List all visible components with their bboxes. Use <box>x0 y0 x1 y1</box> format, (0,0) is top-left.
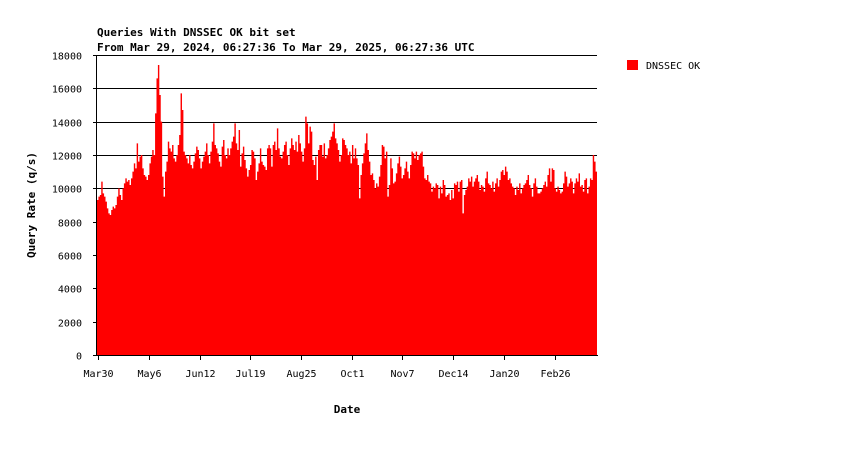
x-tick-label: Jan20 <box>489 369 519 380</box>
x-tick-label: Aug25 <box>286 369 316 380</box>
x-tick-label: Nov7 <box>390 369 414 380</box>
chart-title: Queries With DNSSEC OK bit set <box>97 26 296 39</box>
y-tick-label: 16000 <box>52 85 82 96</box>
series-area-dnssec-ok <box>97 65 597 355</box>
y-tick-label: 2000 <box>58 319 82 330</box>
y-tick-label: 4000 <box>58 285 82 296</box>
x-tick-label: Jun12 <box>185 369 215 380</box>
y-tick-label: 12000 <box>52 152 82 163</box>
y-tick-label: 0 <box>76 352 82 363</box>
y-axis: 0 2000 4000 6000 8000 10000 12000 14000 16000 180… <box>52 52 97 363</box>
legend: DNSSEC OK <box>627 60 700 72</box>
x-tick-label: Mar30 <box>83 369 113 380</box>
chart-subtitle: From Mar 29, 2024, 06:27:36 To Mar 29, 2… <box>97 41 475 54</box>
y-tick-label: 8000 <box>58 219 82 230</box>
x-axis-label: Date <box>334 403 361 416</box>
x-tick-label: Oct1 <box>340 369 364 380</box>
x-tick-label: May6 <box>137 369 161 380</box>
legend-label-dnssec-ok: DNSSEC OK <box>646 61 700 72</box>
y-axis-label: Query Rate (q/s) <box>25 152 38 258</box>
x-tick-label: Jul19 <box>235 369 265 380</box>
y-tick-label: 14000 <box>52 119 82 130</box>
x-axis: Mar30 May6 Jun12 Jul19 Aug25 Oct1 Nov7 Dec14 Jan… <box>83 355 571 380</box>
y-tick-label: 6000 <box>58 252 82 263</box>
x-tick-label: Dec14 <box>438 369 468 380</box>
y-tick-label: 10000 <box>52 185 82 196</box>
legend-swatch-dnssec-ok <box>627 60 638 70</box>
y-tick-label: 18000 <box>52 52 82 63</box>
x-tick-label: Feb26 <box>540 369 570 380</box>
